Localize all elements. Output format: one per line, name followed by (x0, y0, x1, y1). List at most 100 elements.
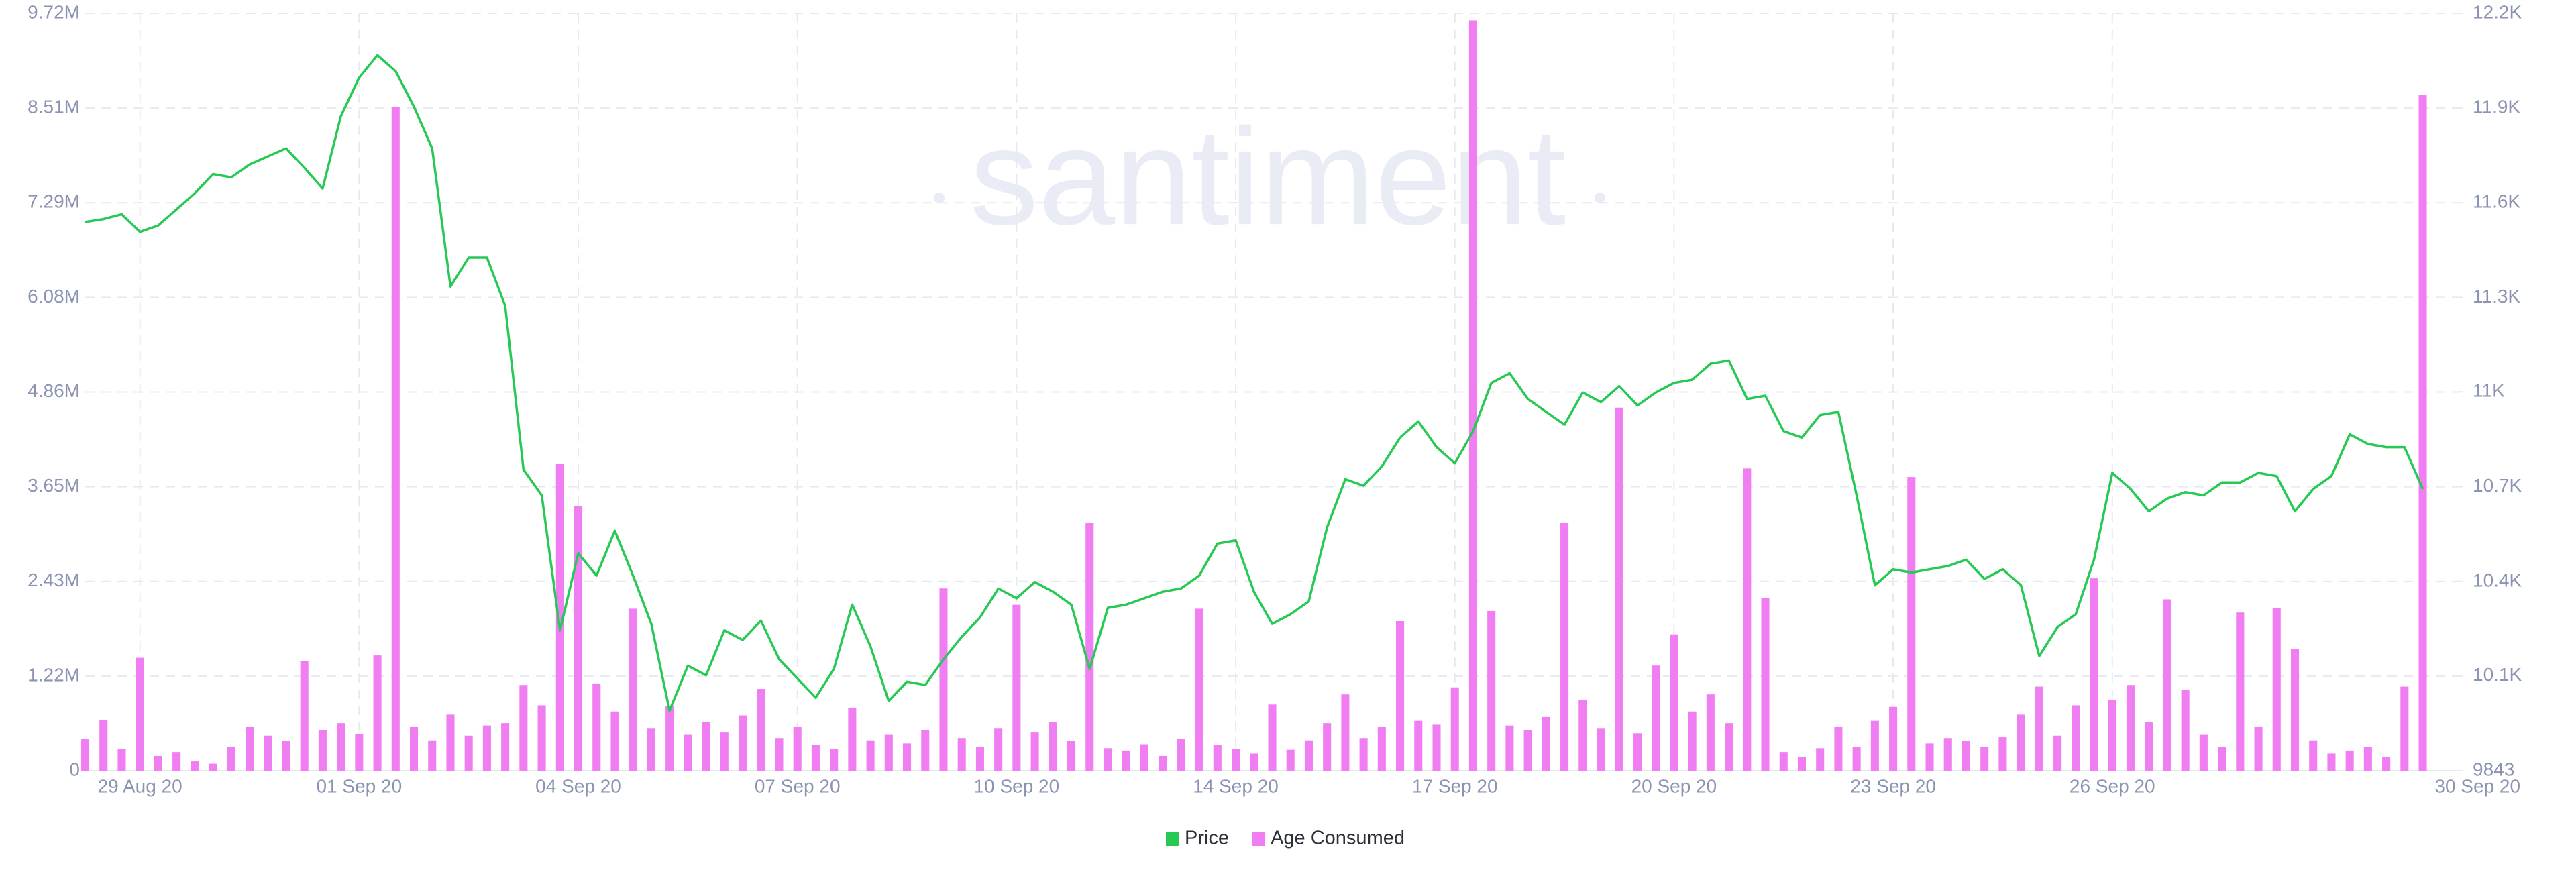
bar (264, 735, 272, 771)
bar (1834, 726, 1843, 771)
bar (1560, 523, 1569, 771)
bar (1359, 738, 1368, 771)
bar (1049, 722, 1057, 771)
bar (227, 746, 235, 771)
legend: Price Age Consumed (1166, 828, 1405, 849)
bar (337, 723, 345, 771)
bar (1432, 724, 1441, 771)
x-tick-label: 20 Sep 20 (1631, 775, 1717, 796)
bar (1030, 732, 1039, 771)
bar (957, 738, 966, 771)
bar (117, 749, 126, 771)
watermark: santiment (934, 100, 1605, 254)
bar (2290, 649, 2300, 771)
bar (1232, 749, 1240, 771)
bar (1341, 694, 1350, 771)
y-tick-label: 1.22M (28, 664, 80, 685)
bar (720, 732, 729, 771)
watermark-dot (1595, 193, 1605, 203)
y2-tick-label: 11.3K (2473, 286, 2520, 307)
bar (2254, 726, 2263, 771)
y-tick-label: 0 (69, 759, 80, 779)
bar (2017, 714, 2025, 771)
bar (1268, 704, 1277, 771)
bar (1706, 694, 1715, 771)
bar (2327, 753, 2336, 771)
bar (684, 734, 692, 771)
bar (647, 728, 655, 771)
bar (428, 740, 437, 771)
bar (775, 738, 784, 771)
bar (136, 657, 144, 771)
x-tick-label: 04 Sep 20 (535, 775, 621, 796)
bar (300, 661, 309, 771)
bar (1159, 755, 1167, 771)
bar (318, 730, 327, 771)
bar (154, 755, 162, 771)
y-tick-label: 8.51M (28, 97, 80, 117)
bar (2400, 686, 2409, 771)
bar (2218, 746, 2226, 771)
bar (355, 734, 364, 771)
bar (1998, 737, 2007, 771)
bar (1122, 750, 1130, 771)
legend-label: Price (1185, 828, 1229, 849)
y-tick-label: 4.86M (28, 380, 80, 401)
bar (2126, 685, 2135, 771)
bar (702, 722, 710, 771)
bar (1652, 665, 1660, 771)
bar (2382, 757, 2391, 771)
bar (629, 608, 637, 771)
y2-tick-label: 12.2K (2473, 1, 2522, 22)
bar (1450, 687, 1459, 771)
bar (1816, 748, 1825, 771)
bar (1907, 477, 1916, 771)
bar (1725, 723, 1733, 771)
y-tick-label: 2.43M (28, 569, 80, 590)
bar (1670, 634, 1678, 771)
bar (1195, 608, 1203, 771)
y-tick-label: 6.08M (28, 286, 80, 307)
bar (2236, 612, 2245, 771)
y2-tick-label: 11.6K (2473, 191, 2520, 212)
x-tick-label: 10 Sep 20 (974, 775, 1060, 796)
bar (1615, 407, 1623, 771)
bar (1067, 741, 1076, 771)
y2-tick-label: 11.9K (2473, 97, 2520, 117)
y2-tick-label: 11K (2473, 380, 2505, 401)
bar (574, 506, 583, 771)
bar (1377, 726, 1386, 771)
bar (1797, 757, 1807, 771)
bar (1104, 748, 1112, 771)
bar (884, 734, 893, 771)
y2-tick-label: 9843 (2473, 759, 2514, 779)
bar (2053, 735, 2062, 771)
bar (2108, 700, 2116, 771)
x-tick-label: 01 Sep 20 (317, 775, 402, 796)
bar (446, 714, 455, 771)
bar (373, 655, 382, 771)
bar (245, 726, 254, 771)
bar (1943, 738, 1952, 771)
bar (1889, 706, 1898, 771)
bar (2181, 690, 2190, 771)
bar (1761, 598, 1770, 771)
y2-tick-label: 10.4K (2473, 569, 2522, 590)
bar (793, 726, 802, 771)
bar (99, 720, 108, 771)
bar (1468, 20, 1477, 771)
bar (848, 707, 857, 771)
bar (1743, 468, 1752, 771)
price-line (85, 54, 2424, 712)
x-tick-label: 23 Sep 20 (1850, 775, 1936, 796)
x-tick-label: 17 Sep 20 (1412, 775, 1498, 796)
bar-series (80, 20, 2427, 771)
bar (1505, 725, 1514, 771)
legend-swatch (1252, 832, 1266, 846)
x-tick-label: 30 Sep 20 (2434, 775, 2520, 796)
bar (1012, 604, 1021, 771)
bar (994, 728, 1003, 771)
bar (1213, 745, 1222, 771)
